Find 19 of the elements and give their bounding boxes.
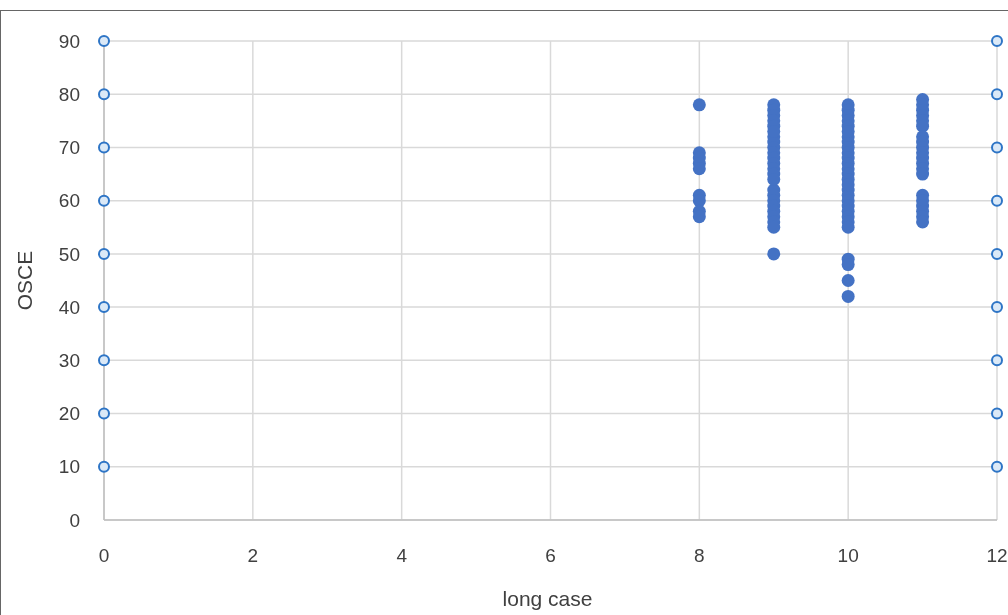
x-tick-label: 10	[837, 545, 859, 566]
x-tick-label: 6	[545, 545, 556, 566]
y-axis-title: OSCE	[13, 250, 36, 311]
x-tick-label: 0	[98, 545, 110, 566]
y-tick-label: 30	[58, 349, 80, 371]
x-axis-title: long case	[502, 587, 593, 610]
x-tick-label: 2	[247, 545, 259, 566]
y-tick-label: 20	[58, 403, 80, 425]
y-tick-label: 50	[58, 243, 80, 265]
y-tick-label: 70	[58, 137, 80, 159]
y-tick-label: 0	[69, 509, 80, 531]
x-tick-label: 12	[986, 545, 1008, 566]
y-tick-label: 90	[58, 30, 80, 52]
x-tick-label: 8	[694, 545, 705, 566]
x-tick-label: 4	[396, 545, 408, 566]
y-tick-label: 40	[58, 296, 80, 318]
y-tick-label: 80	[58, 83, 80, 105]
y-tick-label: 10	[58, 456, 80, 478]
y-tick-label: 60	[58, 190, 80, 212]
